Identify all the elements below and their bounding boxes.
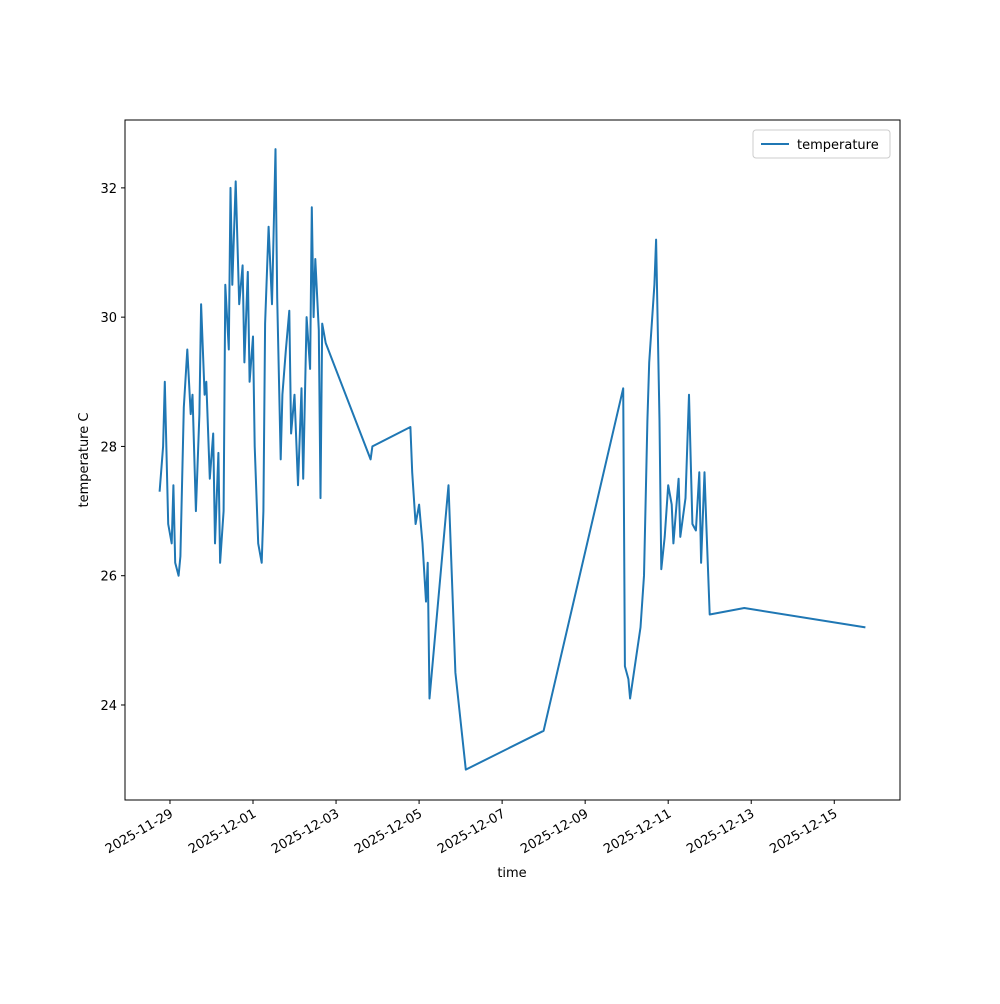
x-tick-label: 2025-12-09 <box>518 806 591 857</box>
legend-label: temperature <box>797 138 879 153</box>
y-axis-label: temperature C <box>77 413 92 508</box>
x-tick-label: 2025-12-01 <box>186 806 259 857</box>
x-tick-label: 2025-12-05 <box>352 806 425 857</box>
y-tick-label: 26 <box>100 570 117 585</box>
x-tick-label: 2025-12-13 <box>684 806 757 857</box>
x-tick-label: 2025-12-11 <box>601 806 674 857</box>
x-tick-label: 2025-12-15 <box>767 806 840 857</box>
legend-box <box>752 129 891 159</box>
y-tick-label: 30 <box>100 311 117 326</box>
x-tick-label: 2025-12-07 <box>435 806 508 857</box>
line <box>158 148 866 771</box>
x-tick-label: 2025-11-29 <box>103 806 176 857</box>
y-tick-label: 28 <box>100 440 117 455</box>
axes-frame <box>124 119 901 801</box>
x-tick-label: 2025-12-03 <box>269 806 342 857</box>
y-tick-label: 32 <box>100 182 117 197</box>
x-axis-label: time <box>497 866 526 881</box>
y-tick-label: 24 <box>100 699 117 714</box>
